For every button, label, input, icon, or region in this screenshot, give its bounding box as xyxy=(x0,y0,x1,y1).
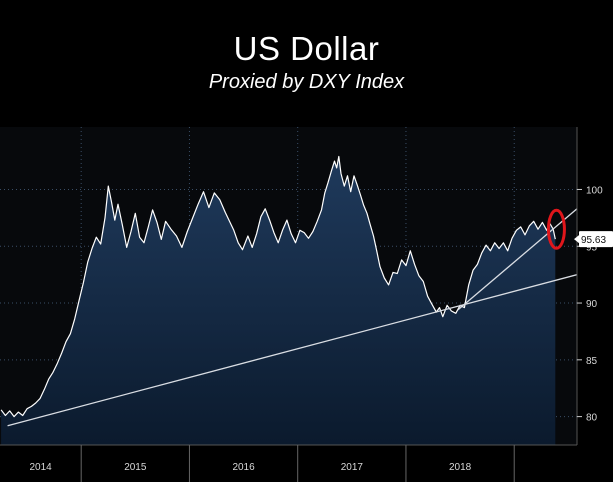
y-tick-label: 90 xyxy=(586,299,598,310)
trendline-long-term xyxy=(7,274,577,427)
trend-layer xyxy=(7,208,577,427)
x-year-label: 2018 xyxy=(449,462,472,473)
y-tick-label: 85 xyxy=(586,356,598,367)
chart-subtitle: Proxied by DXY Index xyxy=(208,71,405,93)
x-year-label: 2014 xyxy=(29,462,52,473)
x-year-label: 2017 xyxy=(341,462,364,473)
recent-drop-circle xyxy=(546,208,566,250)
y-tick-label: 95 xyxy=(586,242,598,253)
last-value-box xyxy=(579,231,613,248)
highlight-layer xyxy=(546,208,566,250)
x-year-label: 2016 xyxy=(232,462,255,473)
chart-title: US Dollar xyxy=(233,30,380,67)
x-year-label: 2015 xyxy=(124,462,147,473)
last-value-pointer xyxy=(574,235,579,244)
area-layer xyxy=(0,155,556,445)
dxy-line xyxy=(0,155,556,418)
trendline-short-term xyxy=(457,208,577,311)
y-tick-label: 100 xyxy=(586,185,603,196)
axis-layer: 80 85 90 95 100 2014 2015 2016 2017 2018 95.63 xyxy=(0,127,613,482)
y-tick-label: 80 xyxy=(586,413,598,424)
last-value-label: 95.63 xyxy=(581,235,606,246)
dxy-area xyxy=(1,156,556,445)
